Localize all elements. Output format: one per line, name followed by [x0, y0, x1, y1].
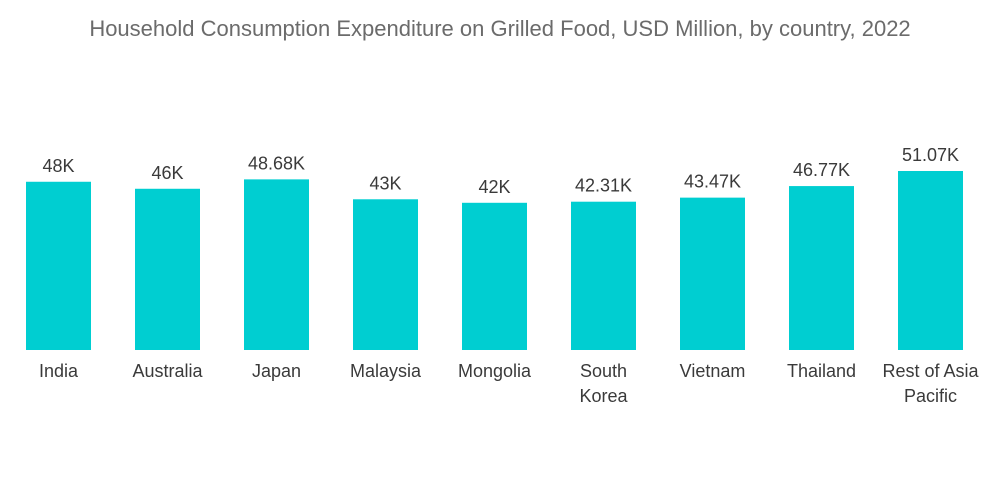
- bar: [680, 197, 745, 350]
- category-label: Japan: [252, 361, 301, 381]
- bar: [462, 202, 527, 350]
- data-label: 43.47K: [684, 172, 741, 192]
- chart-title: Household Consumption Expenditure on Gri…: [89, 16, 911, 41]
- data-label: 42.31K: [575, 176, 632, 196]
- data-label: 48.68K: [248, 153, 305, 173]
- bar: [353, 199, 418, 350]
- category-label: Vietnam: [680, 361, 746, 381]
- category-label: Malaysia: [350, 361, 422, 381]
- data-label: 42K: [478, 177, 510, 197]
- category-label: Pacific: [904, 386, 957, 406]
- data-label: 46K: [151, 163, 183, 183]
- data-label: 48K: [42, 156, 74, 176]
- bar: [244, 179, 309, 350]
- category-label: Australia: [132, 361, 203, 381]
- category-label: South: [580, 361, 627, 381]
- category-label: Thailand: [787, 361, 856, 381]
- category-label: Rest of Asia: [882, 361, 979, 381]
- bar: [898, 171, 963, 350]
- bar: [789, 186, 854, 350]
- bar: [26, 181, 91, 350]
- data-label: 46.77K: [793, 160, 850, 180]
- bar: [135, 188, 200, 350]
- data-label: 51.07K: [902, 145, 959, 165]
- data-label: 43K: [369, 173, 401, 193]
- category-label: India: [39, 361, 79, 381]
- bar: [571, 201, 636, 350]
- category-label: Mongolia: [458, 361, 532, 381]
- category-label: Korea: [579, 386, 628, 406]
